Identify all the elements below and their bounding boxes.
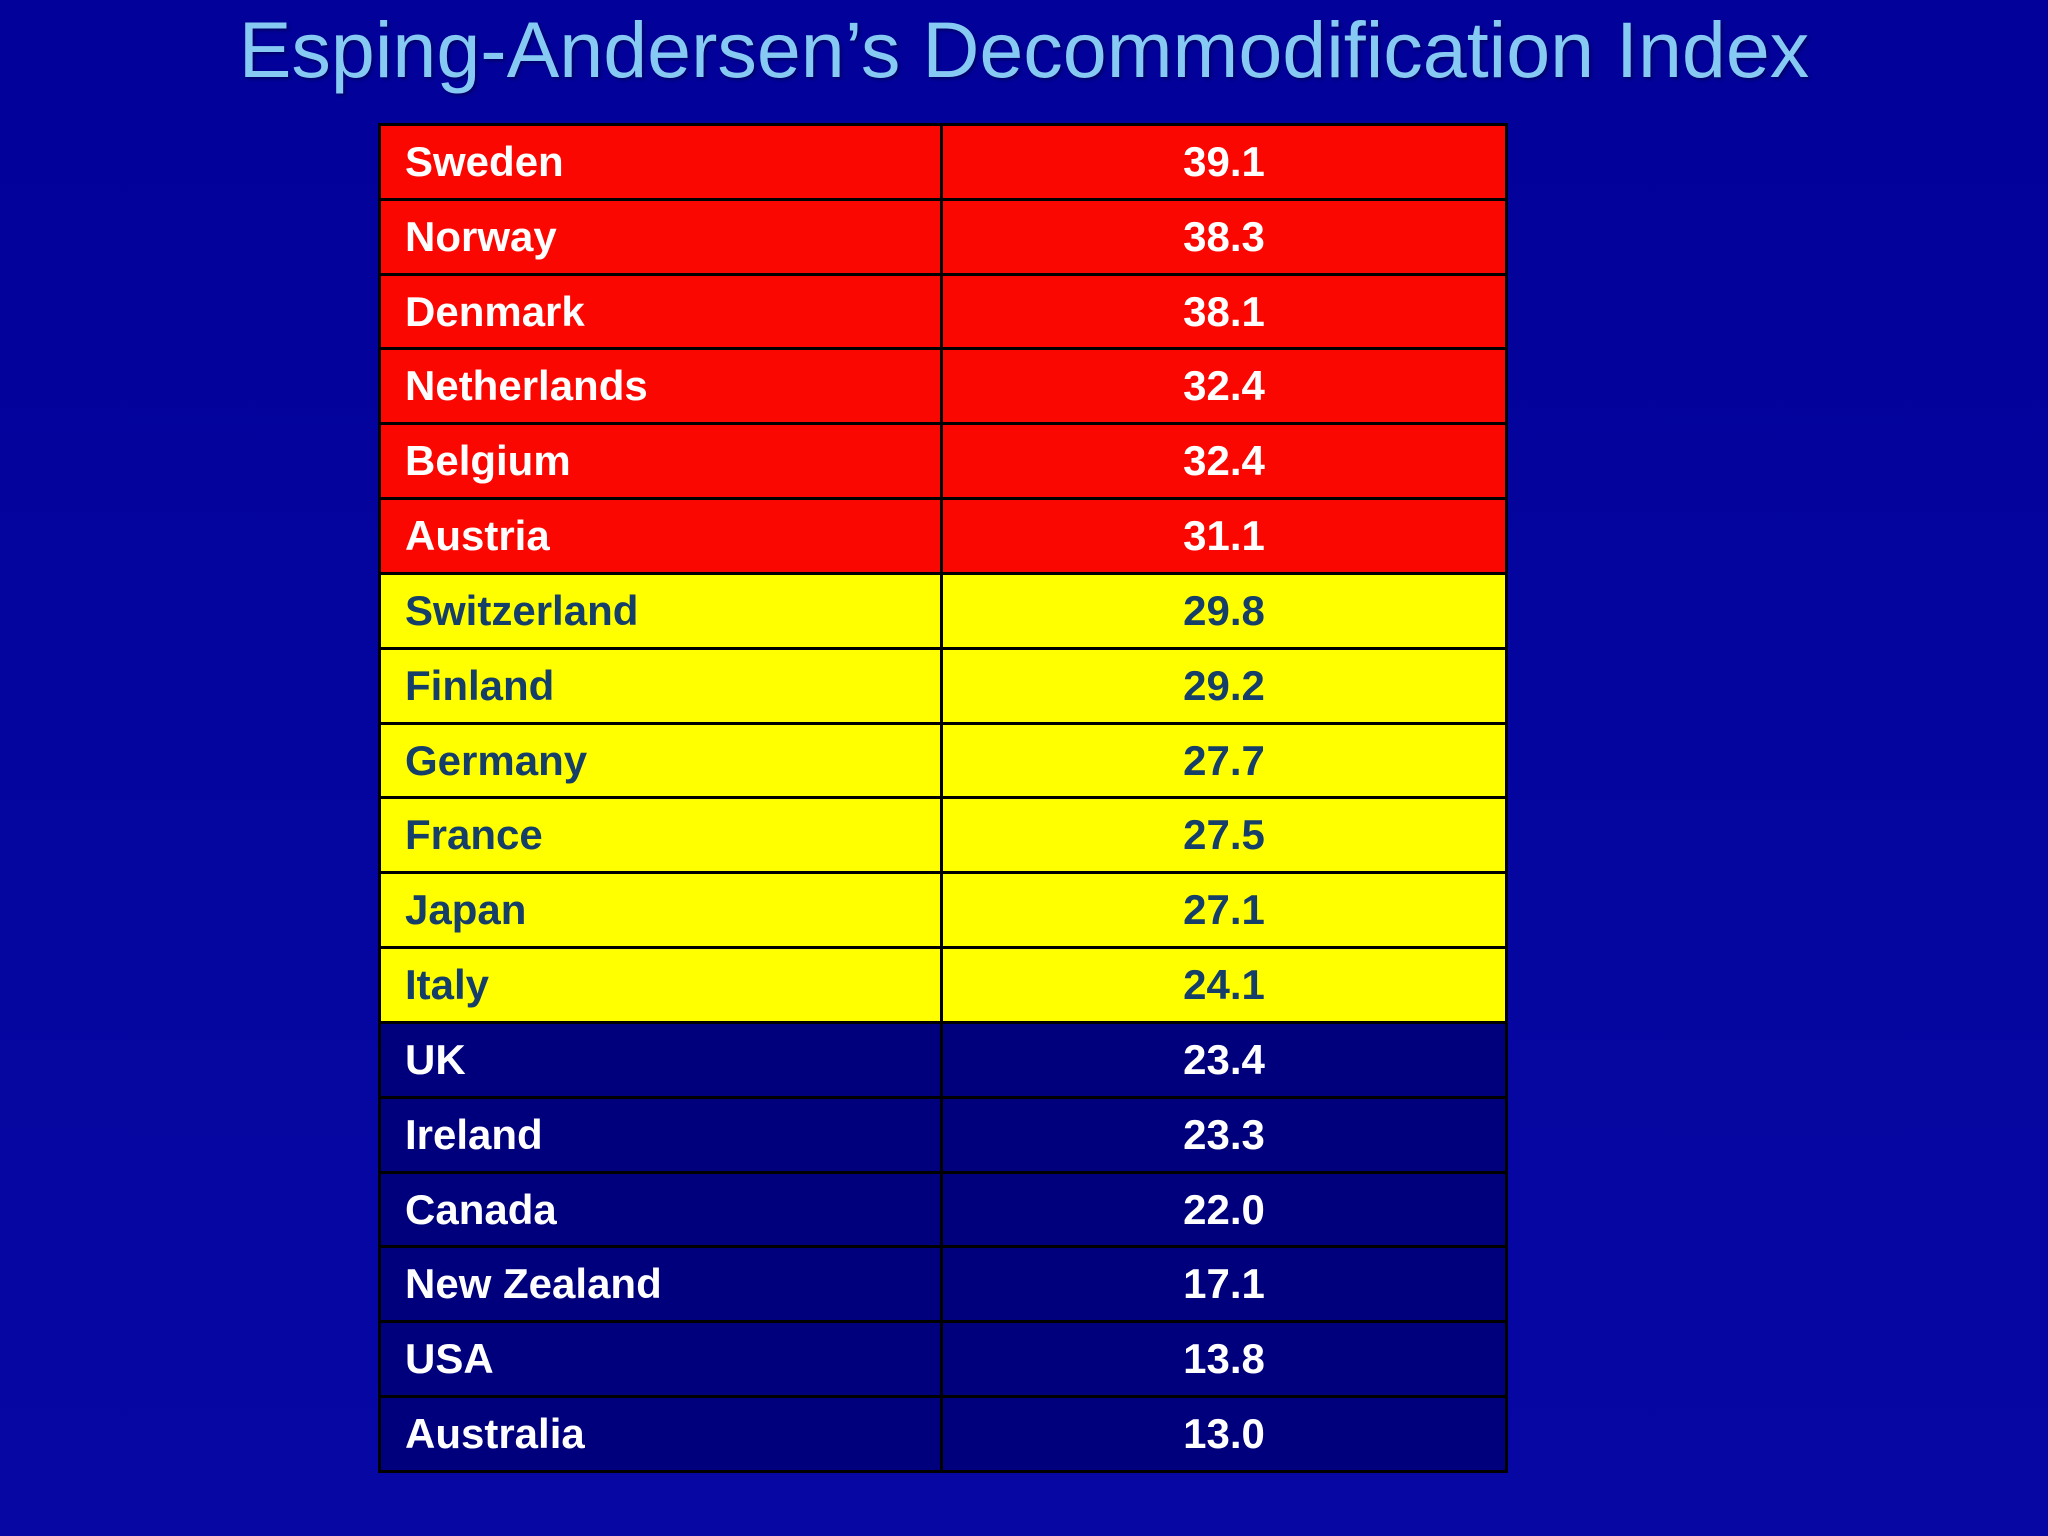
table-row: New Zealand 17.1 (381, 1248, 1505, 1324)
value-cell: 13.8 (1183, 1335, 1265, 1383)
value-cell: 29.2 (1183, 661, 1265, 709)
country-cell: Japan (381, 874, 943, 947)
table-row: Netherlands 32.4 (381, 350, 1505, 426)
decommodification-table: Sweden 39.1 Norway 38.3 Denmark 38.1 Net… (378, 123, 1508, 1473)
table-row: Ireland 23.3 (381, 1098, 1505, 1174)
table-row: Germany 27.7 (381, 724, 1505, 800)
country-cell: Belgium (381, 425, 943, 498)
value-cell: 38.1 (1183, 287, 1265, 335)
value-cell: 13.0 (1183, 1409, 1265, 1457)
table-row: Sweden 39.1 (381, 126, 1505, 201)
table-row: UK 23.4 (381, 1023, 1505, 1099)
value-cell: 32.4 (1183, 362, 1265, 410)
table-row: Canada 22.0 (381, 1173, 1505, 1249)
page-title: Esping-Andersen’s Decommodification Inde… (238, 5, 1810, 94)
country-cell: USA (381, 1323, 943, 1396)
value-cell: 38.3 (1183, 212, 1265, 260)
country-cell: Sweden (381, 126, 943, 198)
value-cell: 27.7 (1183, 736, 1265, 784)
table-row: Japan 27.1 (381, 874, 1505, 950)
country-cell: Italy (381, 949, 943, 1021)
table-row: USA 13.8 (381, 1323, 1505, 1399)
country-cell: Denmark (381, 275, 943, 348)
value-cell: 27.1 (1183, 886, 1265, 934)
table-row: Italy 24.1 (381, 949, 1505, 1024)
value-cell: 32.4 (1183, 437, 1265, 485)
table-row: Switzerland 29.8 (381, 574, 1505, 650)
country-cell: Norway (381, 200, 943, 273)
country-cell: Netherlands (381, 350, 943, 423)
value-cell: 31.1 (1183, 512, 1265, 560)
table-row: France 27.5 (381, 799, 1505, 875)
table-row: Finland 29.2 (381, 649, 1505, 725)
country-cell: New Zealand (381, 1248, 943, 1321)
country-cell: Switzerland (381, 574, 943, 647)
value-cell: 39.1 (1183, 137, 1265, 185)
country-cell: UK (381, 1023, 943, 1096)
table-row: Norway 38.3 (381, 200, 1505, 276)
country-cell: Austria (381, 500, 943, 572)
table-row: Australia 13.0 (381, 1398, 1505, 1470)
country-cell: Germany (381, 724, 943, 797)
table-row: Austria 31.1 (381, 500, 1505, 575)
table-row: Belgium 32.4 (381, 425, 1505, 501)
country-cell: Canada (381, 1173, 943, 1246)
value-cell: 27.5 (1183, 811, 1265, 859)
country-cell: Ireland (381, 1098, 943, 1171)
value-cell: 24.1 (1183, 961, 1265, 1009)
value-cell: 17.1 (1183, 1260, 1265, 1308)
country-cell: Australia (381, 1398, 943, 1470)
value-cell: 23.3 (1183, 1110, 1265, 1158)
value-cell: 22.0 (1183, 1185, 1265, 1233)
value-cell: 23.4 (1183, 1035, 1265, 1083)
table-row: Denmark 38.1 (381, 275, 1505, 351)
country-cell: France (381, 799, 943, 872)
country-cell: Finland (381, 649, 943, 722)
value-cell: 29.8 (1183, 586, 1265, 634)
